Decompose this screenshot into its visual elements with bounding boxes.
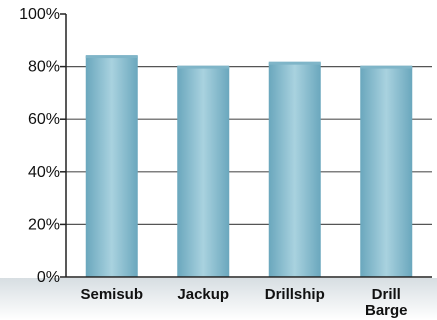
bar-top-edge [360,65,413,69]
bar-top-edge [268,61,321,65]
x-category-label: Drill Barge [365,286,408,319]
y-tick-label: 0% [37,269,60,286]
bar [360,66,413,277]
x-category-label: Semisub [80,286,143,303]
y-tick-label: 60% [28,111,60,128]
y-tick-label: 100% [19,6,60,23]
y-tick-label: 20% [28,216,60,233]
x-category-labels: Semisub Jackup Drillship Drill Barge [80,286,407,319]
y-tick-labels: 100% 80% 60% 40% 20% 0% [19,6,60,286]
y-tick-label: 80% [28,59,60,76]
bar [177,66,230,277]
bars-group [85,55,413,277]
floor-shadow [0,278,437,320]
bar [85,56,138,277]
axes-group [60,13,432,278]
bar [268,62,321,277]
x-category-label: Drillship [265,286,325,303]
x-category-label: Jackup [177,286,229,303]
bar-top-edge [85,55,138,59]
bar-top-edge [177,65,230,69]
y-tick-label: 40% [28,164,60,181]
